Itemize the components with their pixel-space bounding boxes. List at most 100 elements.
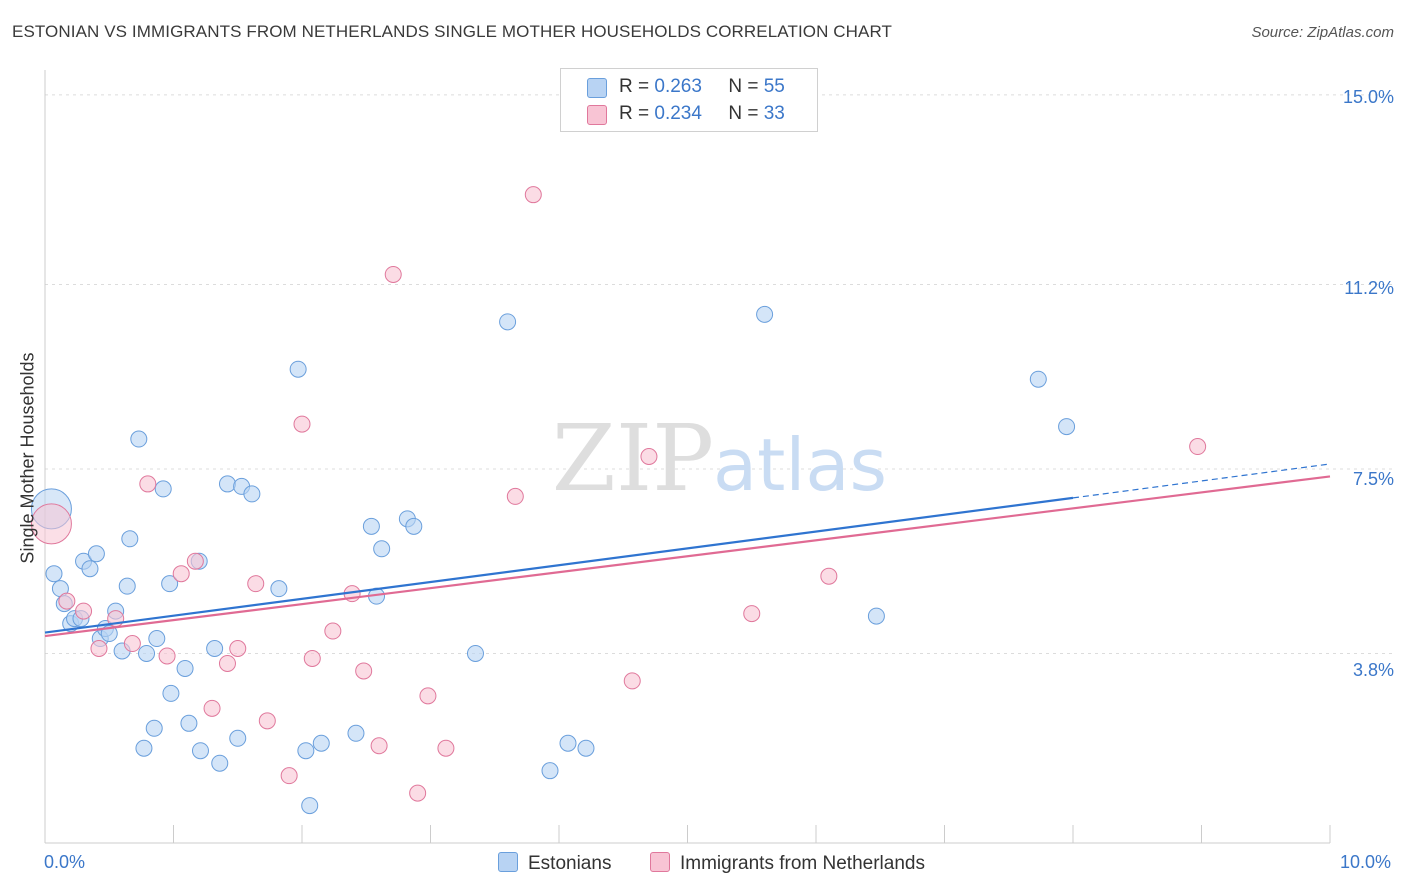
x-tick-label-max: 10.0% (1340, 852, 1392, 872)
netherlands-point (186, 552, 204, 570)
estonian-point (229, 729, 247, 747)
legend-r-value-estonians: 0.263 (654, 76, 702, 97)
netherlands-point (218, 654, 236, 672)
netherlands-point (409, 784, 427, 802)
netherlands-point (258, 712, 276, 730)
netherlands-point (158, 647, 176, 665)
series-legend-estonians: Estonians (498, 852, 611, 875)
estonian-point (148, 630, 166, 648)
netherlands-point (743, 605, 761, 623)
estonian-point (206, 640, 224, 658)
estonian-trend-extension (1072, 463, 1331, 499)
netherlands-trend-line (44, 475, 1331, 638)
series-swatch-pink (650, 852, 670, 872)
estonian-point (312, 734, 330, 752)
netherlands-point (820, 567, 838, 585)
estonian-point (45, 565, 63, 583)
netherlands-point (293, 415, 311, 433)
netherlands-point (303, 649, 321, 667)
trend-lines (44, 463, 1331, 638)
estonian-point (559, 734, 577, 752)
netherlands-point (419, 687, 437, 705)
watermark-zip: ZIP (552, 405, 714, 512)
estonian-point (211, 754, 229, 772)
estonian-point (297, 742, 315, 760)
series-legend-netherlands: Immigrants from Netherlands (650, 852, 925, 875)
netherlands-point (203, 699, 221, 717)
estonian-point (161, 575, 179, 593)
y-tick-label-3-8: 3.8% (1352, 660, 1394, 680)
legend-n-label: N = (728, 76, 759, 97)
legend-r-label: R = (619, 76, 650, 97)
estonian-point (289, 360, 307, 378)
estonian-point (577, 739, 595, 757)
estonian-point (867, 607, 885, 625)
netherlands-point (506, 487, 524, 505)
x-tick-label-min: 0.0% (44, 852, 86, 872)
netherlands-point (123, 635, 141, 653)
source-credit: Source: ZipAtlas.com (1251, 24, 1394, 41)
netherlands-point (30, 503, 72, 545)
estonian-point (162, 684, 180, 702)
series-name-estonians: Estonians (528, 853, 612, 874)
legend-n-value-netherlands: 33 (763, 103, 785, 124)
y-tick-label-15-0: 15.0% (1342, 87, 1394, 107)
estonian-point (270, 580, 288, 598)
y-axis-label: Single Mother Households (17, 352, 38, 564)
correlation-legend: R = 0.263 N = 55 R = 0.234 N = 33 (560, 68, 818, 132)
estonian-point (756, 305, 774, 323)
estonian-point (373, 540, 391, 558)
netherlands-point (280, 767, 298, 785)
estonian-point (154, 480, 172, 498)
estonian-point (1058, 418, 1076, 436)
netherlands-point (139, 475, 157, 493)
series-swatch-blue (498, 852, 518, 872)
estonian-point (347, 724, 365, 742)
gridlines (45, 94, 1395, 654)
watermark: ZIP atlas (552, 405, 887, 512)
chart-title: ESTONIAN VS IMMIGRANTS FROM NETHERLANDS … (12, 22, 893, 41)
legend-swatch-pink (587, 105, 607, 125)
estonian-point (135, 739, 153, 757)
estonian-point (218, 475, 236, 493)
netherlands-point (75, 602, 93, 620)
netherlands-point (384, 265, 402, 283)
estonian-point (81, 560, 99, 578)
legend-r-value-netherlands: 0.234 (654, 103, 702, 124)
estonian-point (118, 577, 136, 595)
netherlands-point (324, 622, 342, 640)
estonian-point (362, 517, 380, 535)
estonian-point (405, 517, 423, 535)
netherlands-point (437, 739, 455, 757)
legend-n-value-estonians: 55 (763, 76, 785, 97)
axes (44, 70, 1331, 844)
netherlands-point (623, 672, 641, 690)
estonian-point (130, 430, 148, 448)
netherlands-point (640, 448, 658, 465)
estonian-point (1029, 370, 1047, 388)
netherlands-point (172, 565, 190, 583)
netherlands-point (1189, 438, 1207, 456)
netherlands-point (524, 186, 542, 204)
series-name-netherlands: Immigrants from Netherlands (680, 853, 925, 874)
netherlands-point (90, 640, 108, 658)
netherlands-point (247, 575, 265, 593)
netherlands-point (355, 662, 373, 680)
estonian-trend-line (44, 496, 1074, 634)
netherlands-point (229, 640, 247, 658)
estonian-point (243, 485, 261, 503)
legend-r-label: R = (619, 103, 650, 124)
y-tick-label-7-5: 7.5% (1352, 469, 1394, 489)
estonian-point (180, 714, 198, 732)
netherlands-point (58, 592, 76, 610)
estonian-point (87, 545, 105, 563)
estonian-point (121, 530, 139, 548)
estonian-point (191, 742, 209, 760)
estonian-point (541, 762, 559, 780)
watermark-atlas: atlas (713, 423, 887, 507)
y-tick-label-11-2: 11.2% (1344, 278, 1394, 298)
legend-n-label: N = (728, 103, 759, 124)
estonian-point (138, 644, 156, 662)
estonian-point (499, 313, 517, 331)
